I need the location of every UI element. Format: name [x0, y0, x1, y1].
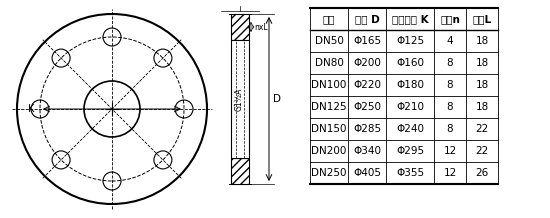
Text: Φ125: Φ125 — [396, 36, 424, 46]
Text: 中心孔距 K: 中心孔距 K — [392, 14, 428, 24]
Text: Φ220: Φ220 — [353, 80, 381, 90]
Bar — [231, 158, 249, 184]
Text: Φ285: Φ285 — [353, 124, 381, 134]
Text: Φ180: Φ180 — [396, 80, 424, 90]
Text: DN200: DN200 — [311, 146, 346, 156]
Text: DN250: DN250 — [311, 168, 346, 178]
Text: Φ165: Φ165 — [353, 36, 381, 46]
Text: Φ250: Φ250 — [353, 102, 381, 112]
Text: DN125: DN125 — [311, 102, 347, 112]
Text: 8: 8 — [447, 58, 453, 68]
Text: Φ200: Φ200 — [353, 58, 381, 68]
Text: Φ340: Φ340 — [353, 146, 381, 156]
Text: 18: 18 — [475, 80, 488, 90]
Bar — [231, 14, 249, 40]
Text: Φ355: Φ355 — [396, 168, 424, 178]
Text: Φ240: Φ240 — [396, 124, 424, 134]
Text: Φ210: Φ210 — [396, 102, 424, 112]
Text: 规格: 规格 — [323, 14, 336, 24]
Text: DN50: DN50 — [315, 36, 343, 46]
Text: DN100: DN100 — [311, 80, 346, 90]
Text: 12: 12 — [443, 168, 456, 178]
Text: Φ405: Φ405 — [353, 168, 381, 178]
Text: 孔数n: 孔数n — [440, 14, 460, 24]
Text: DN80: DN80 — [315, 58, 343, 68]
Text: 18: 18 — [475, 58, 488, 68]
Text: 22: 22 — [475, 124, 488, 134]
Text: 18: 18 — [475, 36, 488, 46]
Text: 8: 8 — [447, 124, 453, 134]
Text: 8: 8 — [447, 102, 453, 112]
Text: 18: 18 — [475, 102, 488, 112]
Text: 4: 4 — [447, 36, 453, 46]
Text: Φ160: Φ160 — [396, 58, 424, 68]
Text: 12: 12 — [443, 146, 456, 156]
Text: 孔径L: 孔径L — [472, 14, 492, 24]
Text: D: D — [273, 94, 281, 104]
Text: 22: 22 — [475, 146, 488, 156]
Text: 外径 D: 外径 D — [355, 14, 379, 24]
Bar — [231, 40, 249, 158]
Text: 8: 8 — [447, 80, 453, 90]
Text: G1½A: G1½A — [234, 87, 244, 111]
Text: nxL: nxL — [254, 22, 268, 31]
Text: Φ295: Φ295 — [396, 146, 424, 156]
Text: 26: 26 — [475, 168, 488, 178]
Text: K: K — [28, 104, 34, 114]
Text: DN150: DN150 — [311, 124, 346, 134]
